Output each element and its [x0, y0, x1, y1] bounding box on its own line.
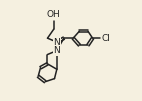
Text: N: N [53, 46, 60, 55]
Text: OH: OH [47, 10, 61, 19]
Text: Cl: Cl [102, 34, 111, 43]
Text: N: N [53, 38, 60, 47]
